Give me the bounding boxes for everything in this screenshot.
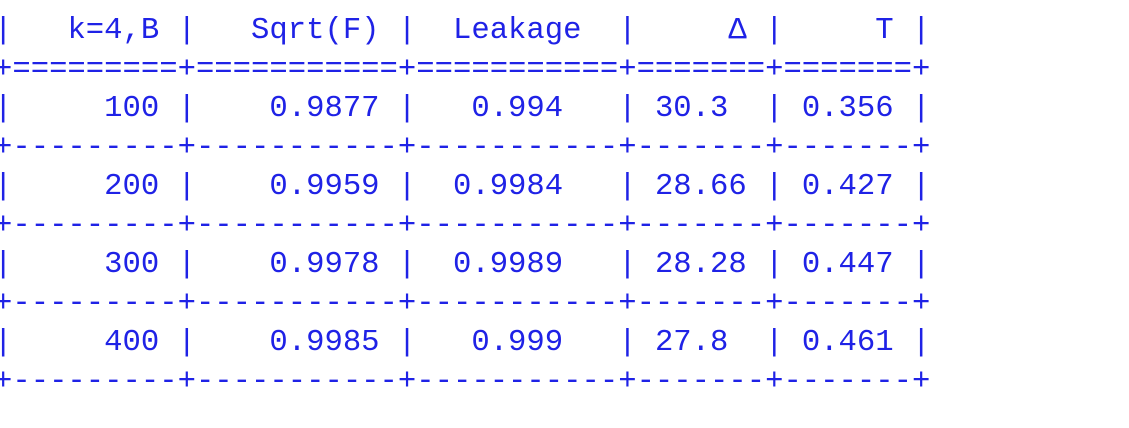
table-cell-1: 0.9985	[269, 326, 380, 360]
table-cell-4: 0.461	[801, 326, 894, 360]
table-row-border: +---------+-----------+-----------+-----…	[0, 131, 931, 165]
table-cell-0: 200	[104, 170, 160, 204]
table-cell-0: 400	[104, 326, 160, 360]
table-header-separator: +=========+===========+===========+=====…	[0, 53, 931, 87]
table-cell-2: 0.994	[471, 92, 564, 126]
table-row: | 400 | 0.9985 | 0.999 | 27.8 | 0.461 |	[0, 326, 931, 360]
table-cell-3: 28.66	[654, 170, 747, 204]
table-cell-1: 0.9959	[269, 170, 380, 204]
results-table: +---------+-----------+-----------+-----…	[0, 0, 931, 399]
table-cell-2: 0.9989	[452, 248, 564, 282]
table-cell-4: 0.356	[801, 92, 894, 126]
table-cell-1: 0.9978	[269, 248, 380, 282]
table-header-row: | k=4,B | Sqrt(F) | Leakage | Δ | T |	[0, 14, 931, 48]
header-cell-1: Sqrt(F)	[251, 14, 380, 48]
header-cell-3: Δ	[728, 14, 747, 48]
table-cell-3: 30.3	[654, 92, 729, 126]
header-cell-2: Leakage	[452, 14, 582, 48]
table-row-border: +---------+-----------+-----------+-----…	[0, 209, 931, 243]
header-cell-0: k=4,B	[67, 14, 160, 48]
table-cell-0: 300	[104, 248, 160, 282]
table-row: | 100 | 0.9877 | 0.994 | 30.3 | 0.356 |	[0, 92, 931, 126]
table-cell-2: 0.9984	[452, 170, 564, 204]
table-cell-2: 0.999	[471, 326, 564, 360]
table-cell-0: 100	[104, 92, 160, 126]
table-cell-3: 27.8	[654, 326, 729, 360]
table-cell-4: 0.427	[801, 170, 894, 204]
table-cell-1: 0.9877	[269, 92, 380, 126]
table-cell-3: 28.28	[654, 248, 747, 282]
table-top-border: +---------+-----------+-----------+-----…	[0, 0, 930, 12]
table-row: | 300 | 0.9978 | 0.9989 | 28.28 | 0.447 …	[0, 248, 931, 282]
table-row: | 200 | 0.9959 | 0.9984 | 28.66 | 0.427 …	[0, 170, 931, 204]
table-row-border: +---------+-----------+-----------+-----…	[0, 287, 931, 321]
table-row-border: +---------+-----------+-----------+-----…	[0, 365, 931, 399]
header-cell-4: T	[875, 14, 894, 48]
table-cell-4: 0.447	[801, 248, 894, 282]
